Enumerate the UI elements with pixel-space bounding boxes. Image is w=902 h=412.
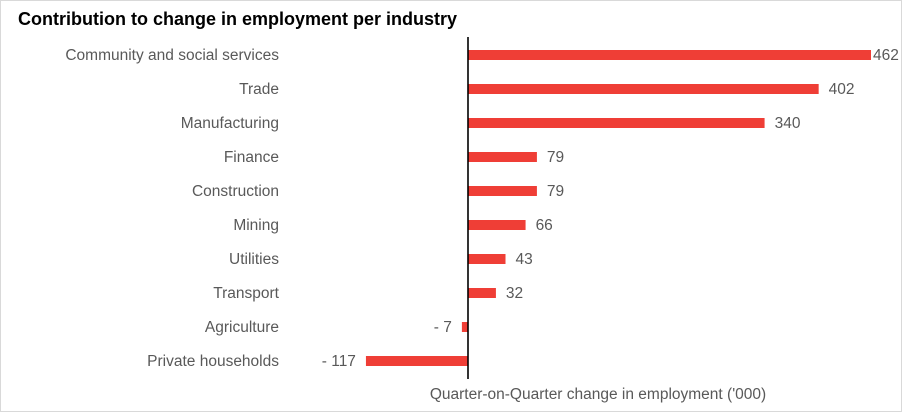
bar-community-and-social-services [468, 50, 871, 60]
bar-agriculture [461, 322, 468, 332]
category-label-agriculture: Agriculture [205, 319, 279, 336]
bar-utilities [468, 254, 506, 264]
category-label-manufacturing: Manufacturing [181, 115, 279, 132]
category-label-transport: Transport [213, 285, 279, 302]
value-label-agriculture: - 7 [434, 319, 452, 336]
category-label-mining: Mining [233, 217, 279, 234]
x-axis-label: Quarter-on-Quarter change in employment … [430, 386, 766, 403]
bar-mining [468, 220, 526, 230]
value-label-transport: 32 [506, 285, 523, 302]
bar-transport [468, 288, 496, 298]
category-label-utilities: Utilities [229, 251, 279, 268]
category-label-private-households: Private households [147, 353, 279, 370]
category-label-finance: Finance [224, 149, 279, 166]
category-label-construction: Construction [192, 183, 279, 200]
bar-finance [468, 152, 537, 162]
value-label-private-households: - 117 [322, 353, 356, 370]
value-label-manufacturing: 340 [775, 115, 801, 132]
value-label-construction: 79 [547, 183, 564, 200]
bar-manufacturing [468, 118, 765, 128]
bar-construction [468, 186, 537, 196]
value-label-utilities: 43 [516, 251, 533, 268]
category-labels-group: Community and social services Trade Manufa… [65, 47, 279, 370]
value-label-finance: 79 [547, 149, 564, 166]
value-label-community-and-social-services: 462 [873, 47, 899, 64]
category-label-community-and-social-services: Community and social services [65, 47, 279, 64]
value-label-mining: 66 [536, 217, 553, 234]
bar-trade [468, 84, 819, 94]
bars-group [365, 50, 871, 366]
category-label-trade: Trade [239, 81, 279, 98]
chart-title: Contribution to change in employment per… [18, 9, 458, 29]
bar-private-households [365, 356, 468, 366]
value-label-trade: 402 [829, 81, 855, 98]
